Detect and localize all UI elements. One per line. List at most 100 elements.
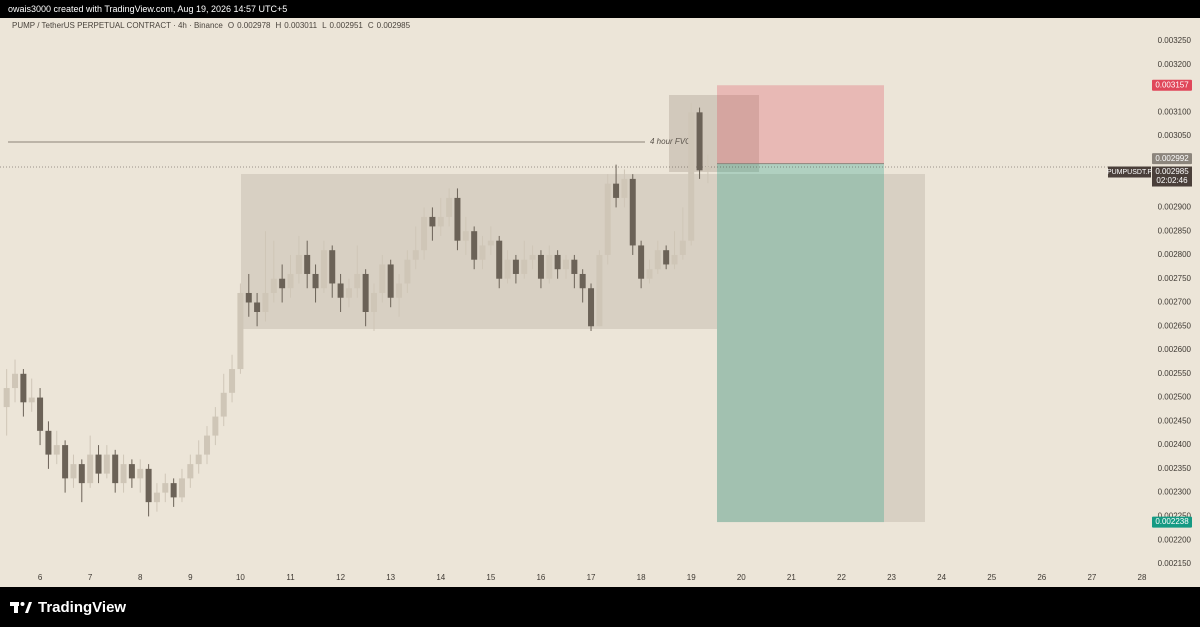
- candle-body: [679, 240, 686, 255]
- y-tick-label: 0.002500: [1158, 393, 1192, 402]
- candle-body: [78, 464, 85, 484]
- x-tick-label: 27: [1087, 573, 1096, 582]
- x-tick-label: 12: [336, 573, 345, 582]
- candle-body: [663, 250, 670, 265]
- candle-body: [521, 259, 528, 274]
- candle-body: [412, 250, 419, 260]
- y-tick-label: 0.002600: [1158, 345, 1192, 354]
- candle-body: [212, 416, 219, 436]
- candle-body: [12, 373, 19, 389]
- x-tick-label: 6: [38, 573, 43, 582]
- candle-body: [429, 216, 436, 227]
- y-tick-label: 0.002400: [1158, 440, 1192, 449]
- candle-body: [371, 292, 378, 312]
- candle-body: [204, 435, 211, 455]
- candle-body: [95, 454, 102, 474]
- x-tick-label: 19: [687, 573, 696, 582]
- symbol-tag: PUMPUSDT.P: [1107, 169, 1152, 176]
- candle-body: [245, 292, 252, 303]
- candle-body: [112, 454, 119, 484]
- candle-body: [220, 392, 227, 417]
- candle-body: [512, 259, 519, 274]
- ohlc-label: H: [275, 21, 282, 30]
- last-price-tag: 0.002985: [1155, 167, 1189, 176]
- candle-body: [195, 454, 202, 465]
- candle-body: [696, 112, 703, 171]
- candle-body: [162, 483, 169, 493]
- candle-body: [20, 373, 27, 403]
- candle-body: [329, 250, 336, 284]
- candle-body: [187, 464, 194, 479]
- candle-body: [28, 397, 35, 403]
- target-tag: 0.002238: [1155, 517, 1189, 526]
- y-tick-label: 0.003100: [1158, 107, 1192, 116]
- candle-body: [170, 483, 177, 498]
- range-box-extension: [717, 329, 925, 522]
- ohlc-value: 0.002985: [376, 21, 411, 30]
- candle-body: [596, 254, 603, 327]
- x-tick-label: 16: [536, 573, 545, 582]
- x-tick-label: 25: [987, 573, 996, 582]
- x-tick-label: 11: [286, 573, 295, 582]
- x-tick-label: 10: [236, 573, 245, 582]
- x-tick-label: 26: [1037, 573, 1046, 582]
- x-tick-label: 22: [837, 573, 846, 582]
- candle-body: [229, 369, 236, 393]
- x-tick-label: 15: [486, 573, 495, 582]
- ohlc-label: O: [227, 21, 235, 30]
- candle-body: [646, 269, 653, 279]
- stop-tag-bg: [1152, 79, 1192, 91]
- candle-body: [237, 292, 244, 370]
- candle-body: [128, 464, 135, 479]
- chart-title: PUMP / TetherUS PERPETUAL CONTRACT · 4h …: [12, 21, 223, 30]
- countdown: 02:02:46: [1156, 176, 1188, 185]
- symbol-tag-bg: [1108, 166, 1151, 178]
- candle-body: [178, 478, 185, 498]
- y-tick-label: 0.002550: [1158, 369, 1192, 378]
- brand: TradingView: [38, 598, 127, 616]
- x-tick-label: 24: [937, 573, 946, 582]
- candle-body: [304, 254, 311, 274]
- candle-body: [254, 302, 261, 312]
- x-tick-label: 28: [1138, 573, 1147, 582]
- candle-body: [688, 112, 695, 241]
- stop-tag: 0.003157: [1155, 80, 1189, 89]
- x-tick-label: 23: [887, 573, 896, 582]
- candle-body: [295, 254, 302, 274]
- y-tick-label: 0.002850: [1158, 226, 1192, 235]
- ohlc-label: C: [367, 21, 374, 30]
- candle-body: [571, 259, 578, 274]
- y-tick-label: 0.003050: [1158, 131, 1192, 140]
- candle-body: [62, 445, 69, 479]
- candle-body: [704, 167, 711, 171]
- x-tick-label: 14: [436, 573, 445, 582]
- y-tick-label: 0.002750: [1158, 274, 1192, 283]
- y-tick-label: 0.002150: [1158, 559, 1192, 568]
- candle-body: [137, 468, 144, 479]
- y-tick-label: 0.003200: [1158, 60, 1192, 69]
- candle-body: [53, 445, 60, 455]
- candle-body: [70, 464, 77, 479]
- y-tick-label: 0.002350: [1158, 464, 1192, 473]
- candle-body: [387, 264, 394, 298]
- range-box: [241, 174, 925, 329]
- header-text: owais3000 created with TradingView.com, …: [8, 4, 288, 14]
- candle-body: [262, 292, 269, 312]
- x-tick-label: 7: [88, 573, 93, 582]
- candle-body: [613, 183, 620, 198]
- x-tick-label: 9: [188, 573, 193, 582]
- candle-body: [396, 283, 403, 298]
- ohlc-value: 0.003011: [284, 21, 318, 30]
- candle-body: [270, 278, 277, 293]
- x-tick-label: 17: [587, 573, 596, 582]
- candle-body: [671, 254, 678, 265]
- candle-body: [120, 464, 127, 484]
- candle-body: [312, 273, 319, 289]
- candle-body: [588, 288, 595, 327]
- chart: 4 hour FVG 6 7 8 9 10 11 12 13 14 15 16 17 18 19 20 21 22…: [0, 18, 1200, 587]
- stop-zone: [717, 85, 884, 164]
- top-bar: owais3000 created with TradingView.com, …: [0, 0, 1200, 18]
- candle-body: [45, 430, 52, 455]
- last-price-tag-bg: [1152, 166, 1192, 187]
